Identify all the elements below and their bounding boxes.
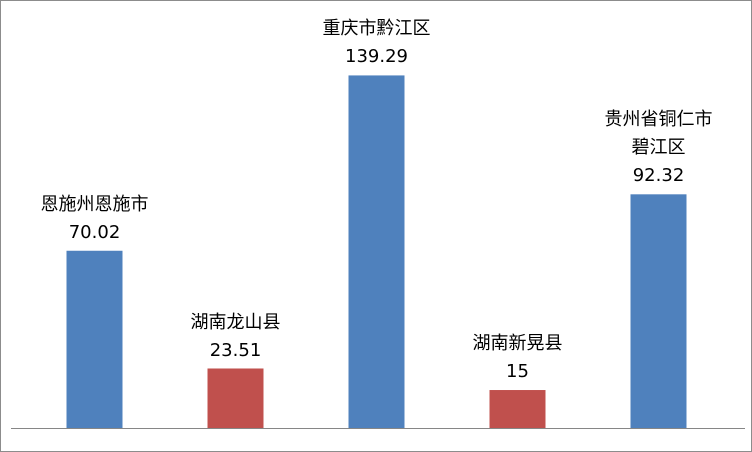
value-label: 15 [506,361,529,383]
data-label: 湖南龙山县 23.51 [176,309,296,365]
data-label: 湖南新晃县 15 [458,330,578,386]
category-label: 恩施州恩施市 [40,193,149,215]
category-label: 重庆市黔江区 [322,18,431,40]
bar [66,250,123,428]
bar [489,390,546,428]
bar [630,194,687,428]
category-label: 贵州省铜仁市碧江区 [604,109,713,159]
category-label: 湖南新晃县 [472,333,563,355]
value-label: 92.32 [632,165,685,187]
value-label: 70.02 [68,221,121,243]
value-label: 23.51 [209,339,262,361]
value-label: 139.29 [345,46,408,68]
bar [348,75,405,429]
category-label: 湖南龙山县 [190,311,281,333]
data-label: 重庆市黔江区 139.29 [317,15,437,71]
bar [207,368,264,428]
data-label: 恩施州恩施市 70.02 [35,191,155,247]
data-label: 贵州省铜仁市碧江区 92.32 [599,106,719,190]
